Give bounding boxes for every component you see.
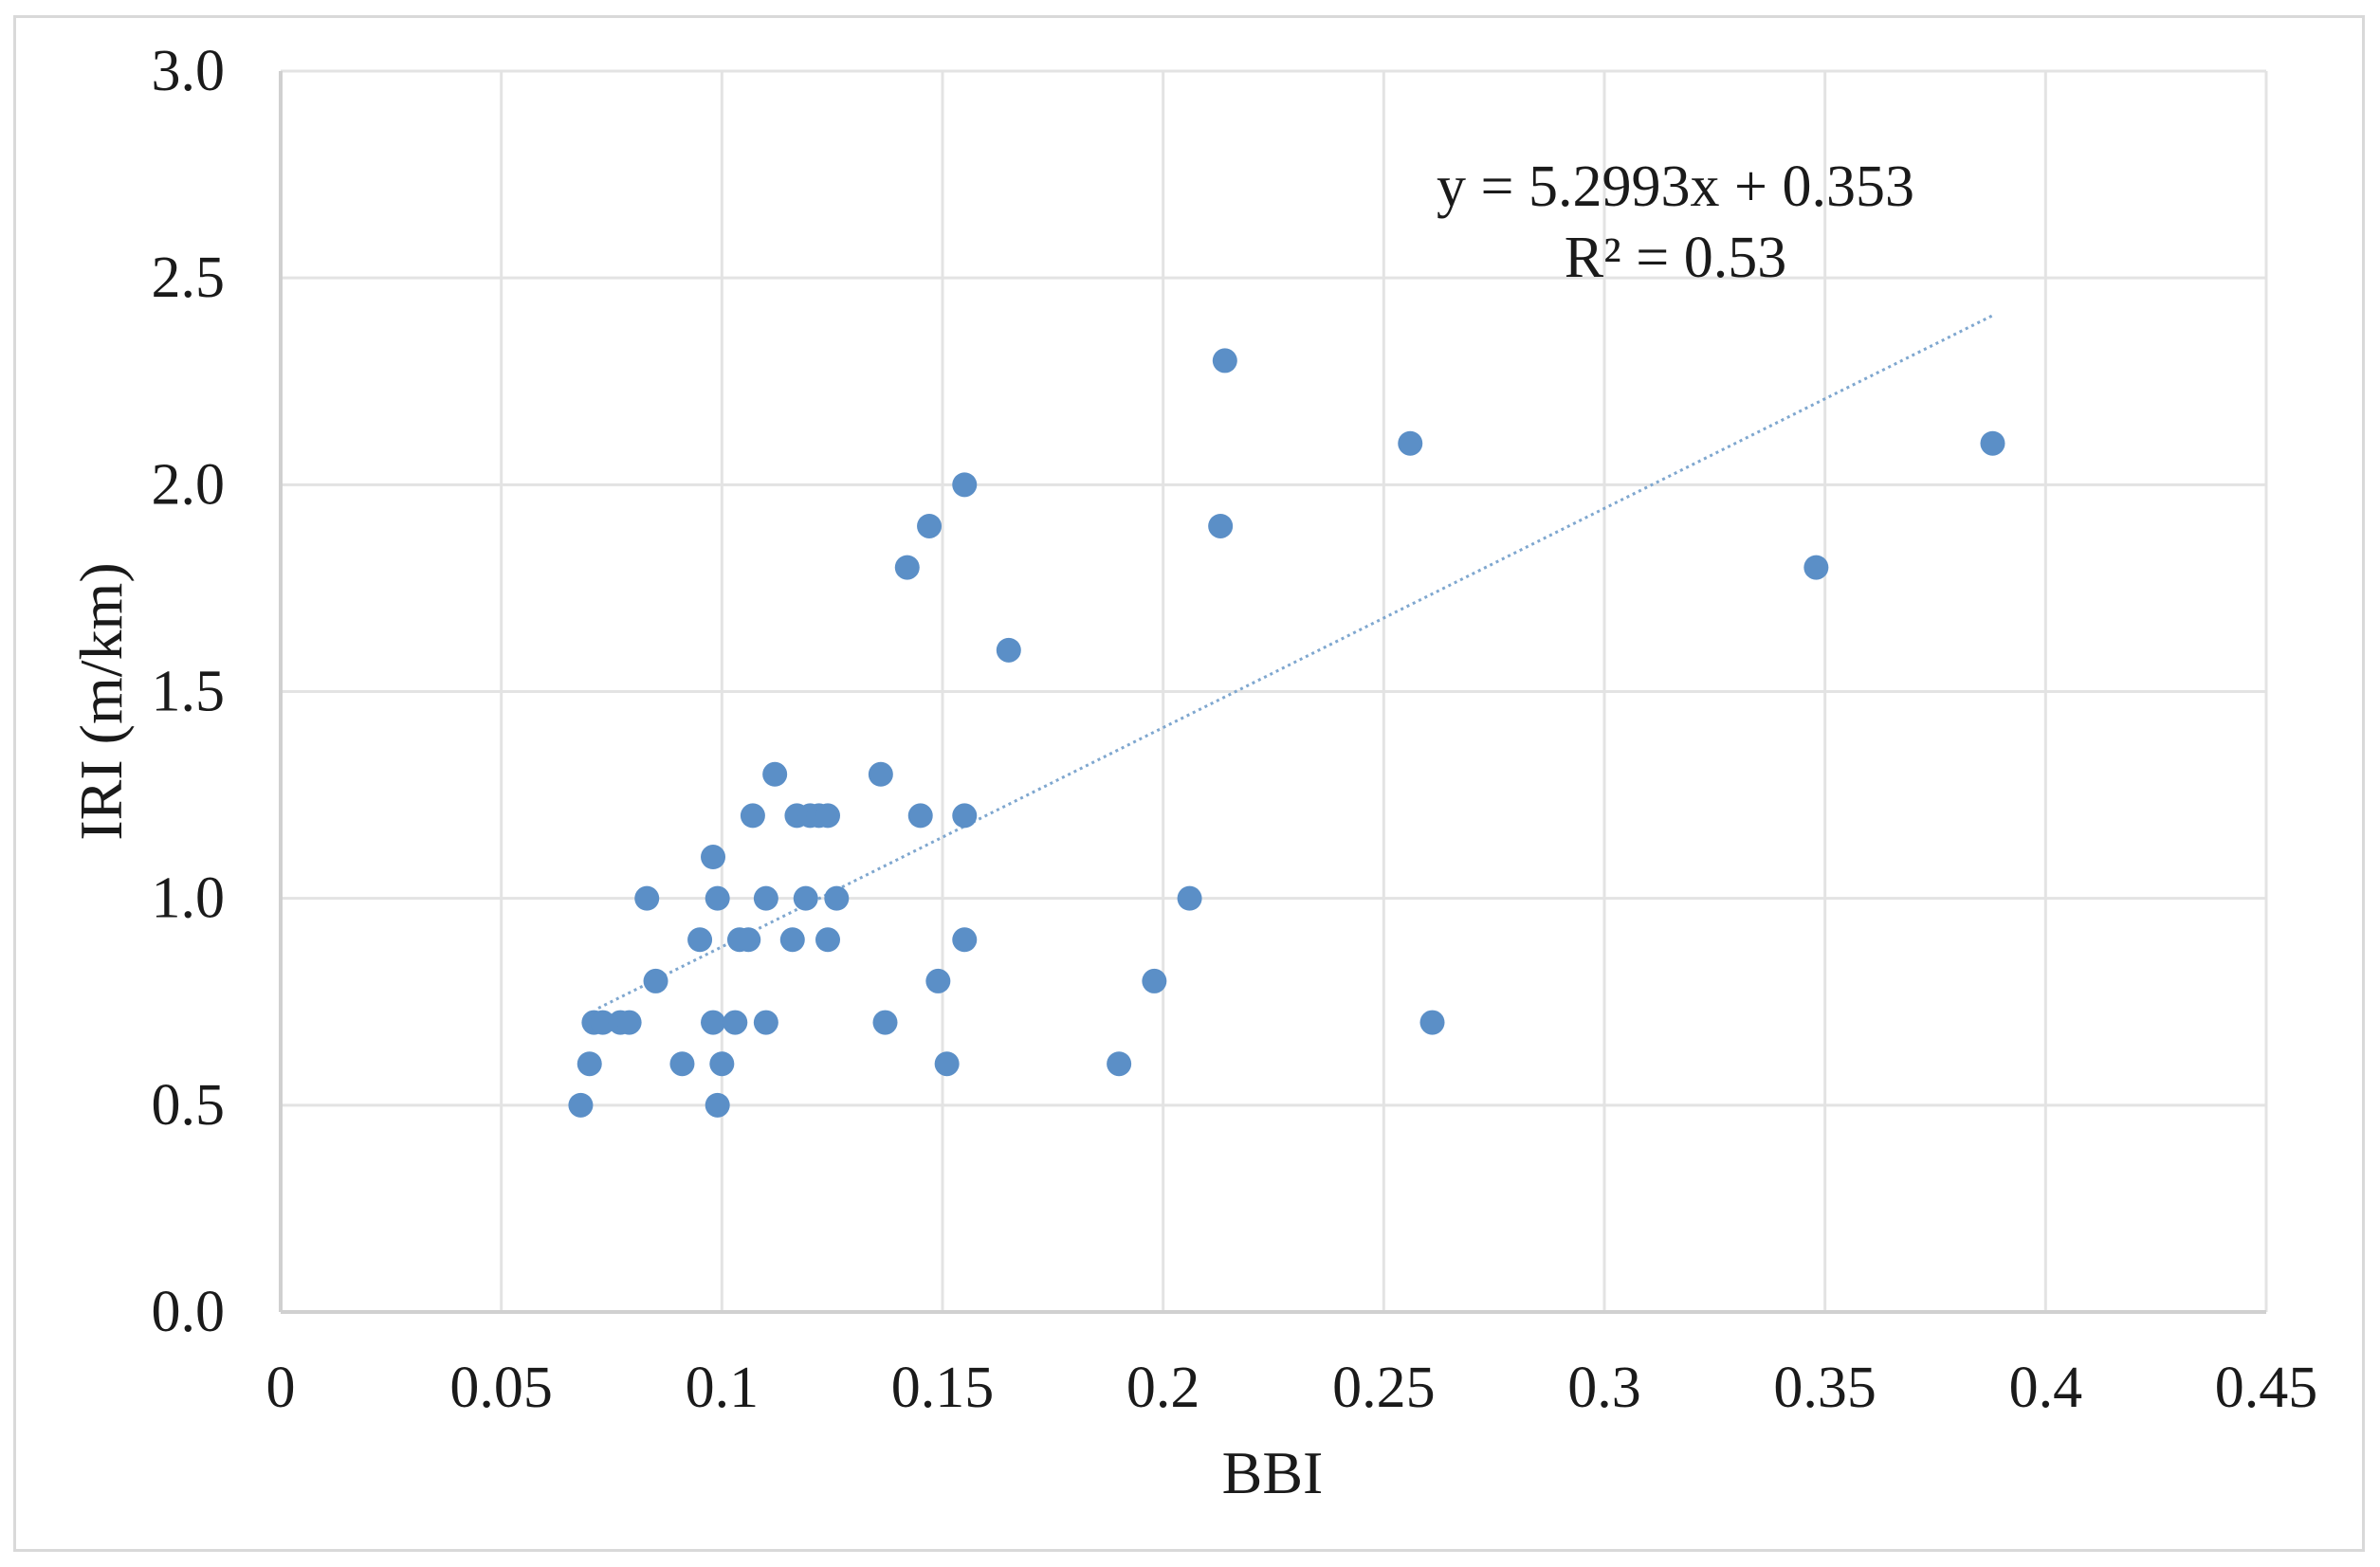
data-point: [709, 1051, 735, 1077]
data-point: [1980, 430, 2005, 456]
data-point: [762, 761, 788, 787]
trendline-equation: y = 5.2993x + 0.353: [1437, 155, 1914, 219]
data-point: [740, 803, 765, 829]
data-point: [753, 885, 778, 911]
data-point: [643, 968, 668, 993]
chart-frame: [13, 15, 2365, 1552]
data-point: [1142, 968, 1167, 993]
data-point: [1419, 1010, 1445, 1035]
x-tick-label: 0.2: [1126, 1356, 1200, 1420]
data-point: [1107, 1051, 1132, 1077]
data-point: [934, 1051, 960, 1077]
data-point: [952, 803, 978, 829]
data-point: [723, 1010, 748, 1035]
data-point: [705, 885, 730, 911]
x-tick-label: 0.05: [449, 1356, 553, 1420]
x-tick-label: 0.1: [686, 1356, 760, 1420]
data-point: [669, 1051, 695, 1077]
data-point: [907, 803, 933, 829]
data-point: [1212, 348, 1237, 374]
data-point: [996, 637, 1021, 663]
data-point: [925, 968, 951, 993]
x-tick-label: 0.35: [1773, 1356, 1877, 1420]
x-tick-label: 0.15: [891, 1356, 995, 1420]
y-tick-labels: 0.0 0.5 1.0 1.5 2.0 2.5 3.0: [152, 39, 226, 1344]
y-tick-label: 0.0: [152, 1280, 226, 1344]
data-point: [736, 927, 761, 953]
y-tick-label: 3.0: [152, 39, 226, 103]
grid-lines: [281, 69, 2268, 1312]
data-point: [793, 885, 818, 911]
x-axis-title: BBI: [1222, 1439, 1324, 1506]
axes: [279, 71, 2266, 1314]
data-point: [634, 885, 660, 911]
x-tick-labels: 0 0.05 0.1 0.15 0.2 0.25 0.3 0.35 0.4 0.45: [266, 1356, 2318, 1420]
data-point: [815, 927, 841, 953]
data-point: [1398, 430, 1423, 456]
y-tick-label: 2.5: [152, 246, 226, 310]
data-point: [577, 1051, 602, 1077]
x-tick-label: 0.4: [2009, 1356, 2083, 1420]
data-point: [894, 555, 920, 580]
data-point: [779, 927, 805, 953]
data-point: [1177, 885, 1202, 911]
r-squared-label: R² = 0.53: [1565, 226, 1786, 290]
y-tick-label: 0.5: [152, 1073, 226, 1138]
data-point: [701, 1010, 726, 1035]
data-point: [872, 1010, 898, 1035]
y-tick-label: 1.0: [152, 866, 226, 931]
data-point: [952, 472, 978, 498]
data-point: [568, 1092, 594, 1118]
data-point: [952, 927, 978, 953]
x-tick-label: 0.25: [1332, 1356, 1436, 1420]
data-point: [705, 1092, 730, 1118]
y-axis-title: IRI (m/km): [67, 562, 135, 840]
data-point: [1803, 555, 1829, 580]
data-point: [1208, 513, 1234, 538]
x-tick-label: 0.3: [1567, 1356, 1641, 1420]
x-tick-label: 0.45: [2215, 1356, 2318, 1420]
data-point: [815, 803, 841, 829]
data-point: [701, 845, 726, 870]
data-point: [753, 1010, 778, 1035]
data-point: [917, 513, 943, 538]
data-point: [868, 761, 893, 787]
data-points: [568, 348, 2005, 1118]
y-tick-label: 1.5: [152, 660, 226, 724]
data-point: [616, 1010, 642, 1035]
data-point: [687, 927, 713, 953]
data-point: [824, 885, 850, 911]
x-tick-label: 0: [266, 1356, 296, 1420]
y-tick-label: 2.0: [152, 452, 226, 517]
data-point: [590, 1010, 615, 1035]
